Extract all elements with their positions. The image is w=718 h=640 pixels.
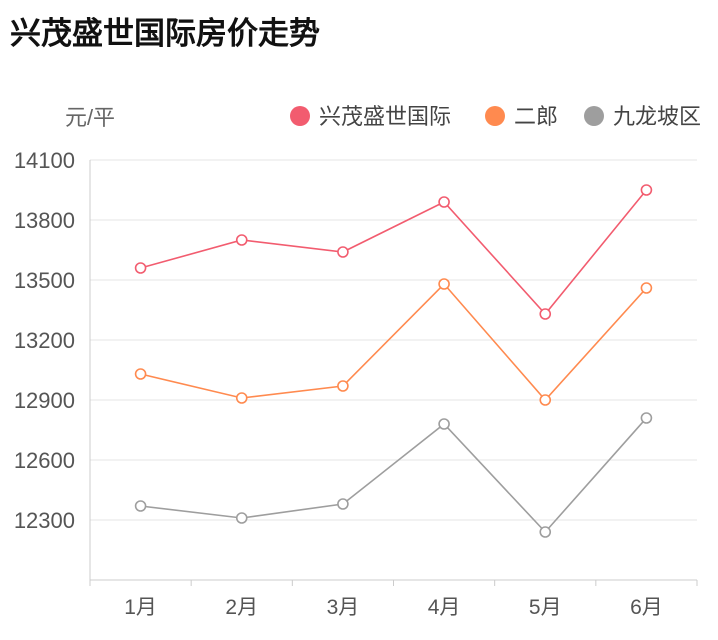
data-point — [539, 394, 552, 406]
y-tick-label: 12300 — [14, 508, 75, 533]
y-tick-label: 14100 — [14, 148, 75, 173]
x-tick-label: 4月 — [428, 596, 461, 619]
series-line — [140, 189, 648, 316]
data-point — [539, 308, 552, 320]
y-tick-label: 13500 — [14, 268, 75, 293]
x-tick-label: 5月 — [529, 596, 562, 619]
data-point — [337, 380, 349, 392]
legend-marker — [290, 106, 310, 126]
data-point — [235, 512, 248, 524]
x-tick-label: 6月 — [630, 596, 663, 619]
data-point — [337, 498, 349, 510]
data-point — [134, 500, 147, 512]
data-point — [438, 418, 450, 430]
data-point — [438, 278, 450, 290]
data-point — [235, 392, 248, 404]
legend-marker — [485, 106, 505, 126]
x-tick-label: 2月 — [225, 596, 258, 619]
legend-marker — [584, 106, 604, 126]
series-line — [140, 282, 648, 402]
data-point — [134, 262, 147, 274]
y-tick-label: 13200 — [14, 328, 75, 353]
data-point — [539, 526, 552, 538]
data-point — [134, 368, 147, 380]
series-line — [140, 417, 648, 534]
y-tick-label: 12900 — [14, 388, 75, 413]
legend-label: 九龙坡区 — [613, 104, 701, 129]
x-tick-label: 1月 — [124, 596, 157, 619]
chart-title: 兴茂盛世国际房价走势 — [10, 16, 320, 52]
legend-label: 二郎 — [514, 104, 558, 129]
x-tick-label: 3月 — [327, 596, 360, 619]
data-point — [235, 234, 248, 246]
data-point — [640, 412, 653, 424]
data-point — [337, 246, 349, 258]
y-tick-label: 12600 — [14, 448, 75, 473]
data-point — [640, 184, 653, 196]
y-axis-label: 元/平 — [65, 105, 115, 130]
y-tick-label: 13800 — [14, 208, 75, 233]
data-point — [640, 282, 653, 294]
data-point — [438, 196, 450, 208]
legend-label: 兴茂盛世国际 — [319, 104, 451, 129]
